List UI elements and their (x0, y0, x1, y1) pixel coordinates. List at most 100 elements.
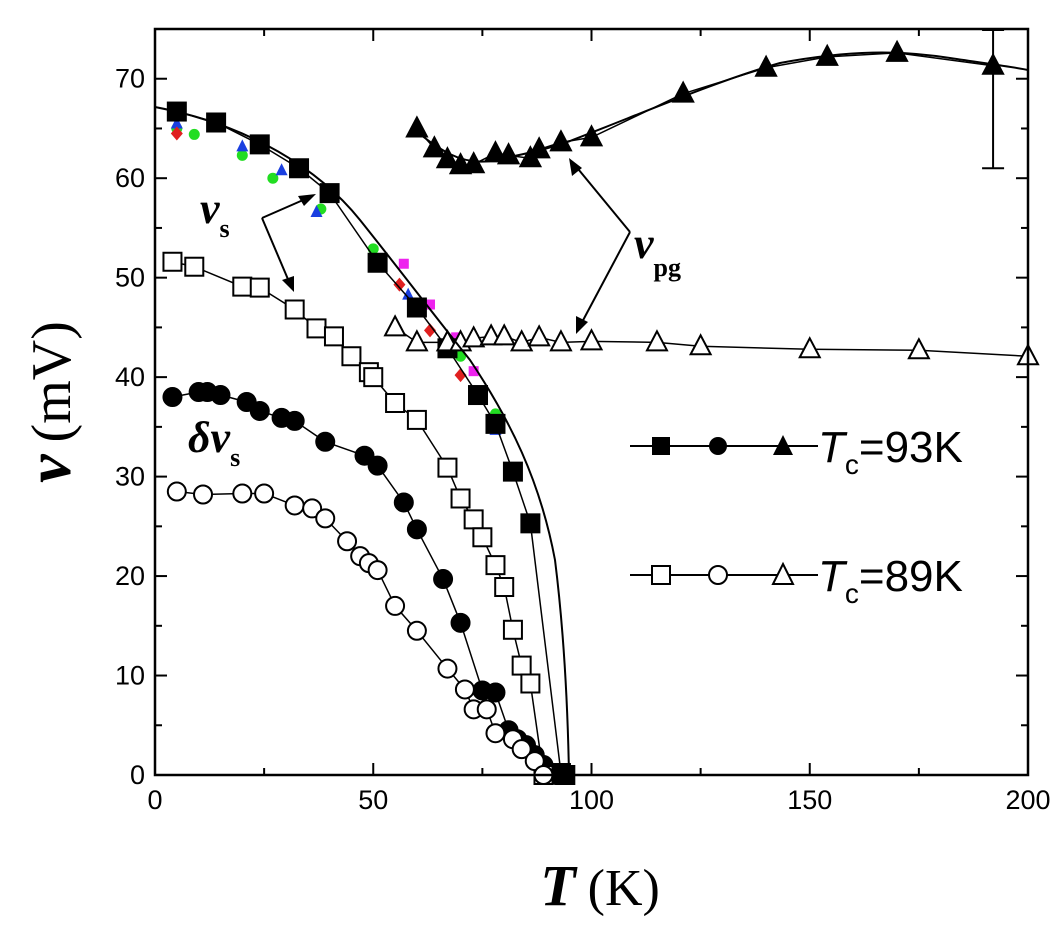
series-vpg-tc-89k (383, 314, 1040, 366)
point-square (341, 346, 362, 367)
point-square-small (468, 366, 479, 377)
point-triangle-small (236, 139, 249, 152)
legend-entry-89K: Tc=89K (630, 552, 963, 609)
dvs-label: δvs (188, 413, 240, 472)
vpg-arrow-lower-head (576, 316, 588, 334)
point-diamond-small (170, 126, 183, 141)
point-circle (162, 387, 183, 408)
legend-marker-triangle-open (771, 561, 795, 585)
y-tick-label-30: 30 (115, 462, 145, 492)
point-triangle (907, 337, 931, 360)
point-triangle (461, 325, 486, 348)
point-square (385, 392, 406, 413)
legend-label-93K: Tc=93K (818, 423, 963, 480)
y-tick-label-0: 0 (130, 760, 145, 790)
vpg-label: vpg (634, 219, 681, 282)
point-triangle (383, 314, 407, 337)
point-triangle-small (170, 116, 183, 129)
series-line (172, 261, 545, 776)
point-square (472, 527, 493, 548)
vs-arrow-lower-head (282, 276, 294, 292)
point-triangle (492, 323, 516, 346)
point-square (232, 276, 253, 297)
point-circle (476, 699, 497, 720)
y-tick-label-20: 20 (115, 561, 145, 591)
vs-arrow-upper-head (298, 194, 316, 206)
x-tick-label-150: 150 (787, 785, 832, 815)
point-diamond-small (423, 323, 436, 338)
point-square (306, 318, 327, 339)
point-circle (485, 723, 506, 744)
vs-arrow-lower (261, 217, 291, 285)
point-square (184, 256, 205, 277)
point-triangle-small (402, 287, 415, 300)
point-square-small (424, 299, 435, 310)
point-square (502, 461, 523, 482)
point-square (463, 509, 484, 530)
point-circle (337, 531, 358, 552)
y-axis-label: v(mV) (13, 321, 84, 483)
point-square (502, 619, 523, 640)
x-tick-label-100: 100 (569, 785, 614, 815)
point-triangle (645, 329, 669, 352)
point-square (367, 252, 388, 273)
point-circle-small (188, 128, 200, 140)
point-circle-small (367, 243, 379, 255)
point-square (406, 297, 427, 318)
point-triangle (688, 333, 713, 356)
point-triangle (405, 115, 429, 138)
legend-marker-square-open (651, 565, 671, 585)
point-circle (406, 519, 427, 540)
legend-marker-circle-filled (709, 437, 727, 455)
point-square (437, 457, 458, 478)
series-vs-tc-93k (166, 101, 576, 785)
point-square-small (451, 332, 462, 343)
point-square (289, 158, 310, 179)
point-circle (454, 679, 475, 700)
point-square (485, 555, 506, 576)
point-square (162, 251, 183, 272)
series-vs-tc-89k (162, 251, 554, 785)
vpg-arrow-lower (579, 231, 631, 327)
point-triangle-small (310, 205, 323, 218)
y-tick-label-70: 70 (115, 64, 145, 94)
x-axis-label: T (K) (540, 853, 660, 918)
point-triangle (549, 329, 573, 352)
point-square (468, 385, 489, 406)
point-square (363, 367, 384, 388)
vs-label: vs (200, 184, 230, 243)
point-triangle (579, 124, 604, 147)
point-circle (511, 739, 532, 760)
vs-annotation: vs (200, 184, 316, 292)
point-square (485, 413, 506, 434)
point-triangle (510, 329, 534, 352)
point-circle (284, 495, 305, 516)
vpg-arrow-upper-head (569, 158, 582, 176)
legend-marker-square-filled (652, 437, 670, 455)
point-circle (385, 595, 406, 616)
fit-curves (154, 51, 1029, 776)
point-triangle (671, 80, 695, 103)
point-circle (315, 508, 336, 529)
point-circle-small (267, 172, 279, 184)
fit-curve-vpg-93 (411, 51, 1029, 163)
point-square (450, 488, 471, 509)
point-triangle (527, 324, 551, 347)
point-triangle (885, 39, 909, 62)
point-square (323, 326, 344, 347)
point-circle-small (236, 149, 248, 161)
point-square (520, 673, 541, 694)
error-bar-layer (982, 29, 1005, 170)
point-triangle (435, 146, 460, 169)
point-circle (354, 445, 375, 466)
vpg-arrow-upper (573, 163, 631, 233)
ticks-layer: 0 50 100 150 200 0 10 20 30 40 50 60 70 (115, 28, 1051, 815)
legend-marker-triangle-filled (773, 435, 793, 455)
point-circle (254, 483, 275, 504)
series-extra-magenta (398, 258, 479, 377)
fit-curve-vs-93 (154, 106, 570, 776)
y-tick-label-50: 50 (115, 263, 145, 293)
legend-marker-circle-open (708, 565, 728, 585)
point-square (319, 183, 340, 204)
